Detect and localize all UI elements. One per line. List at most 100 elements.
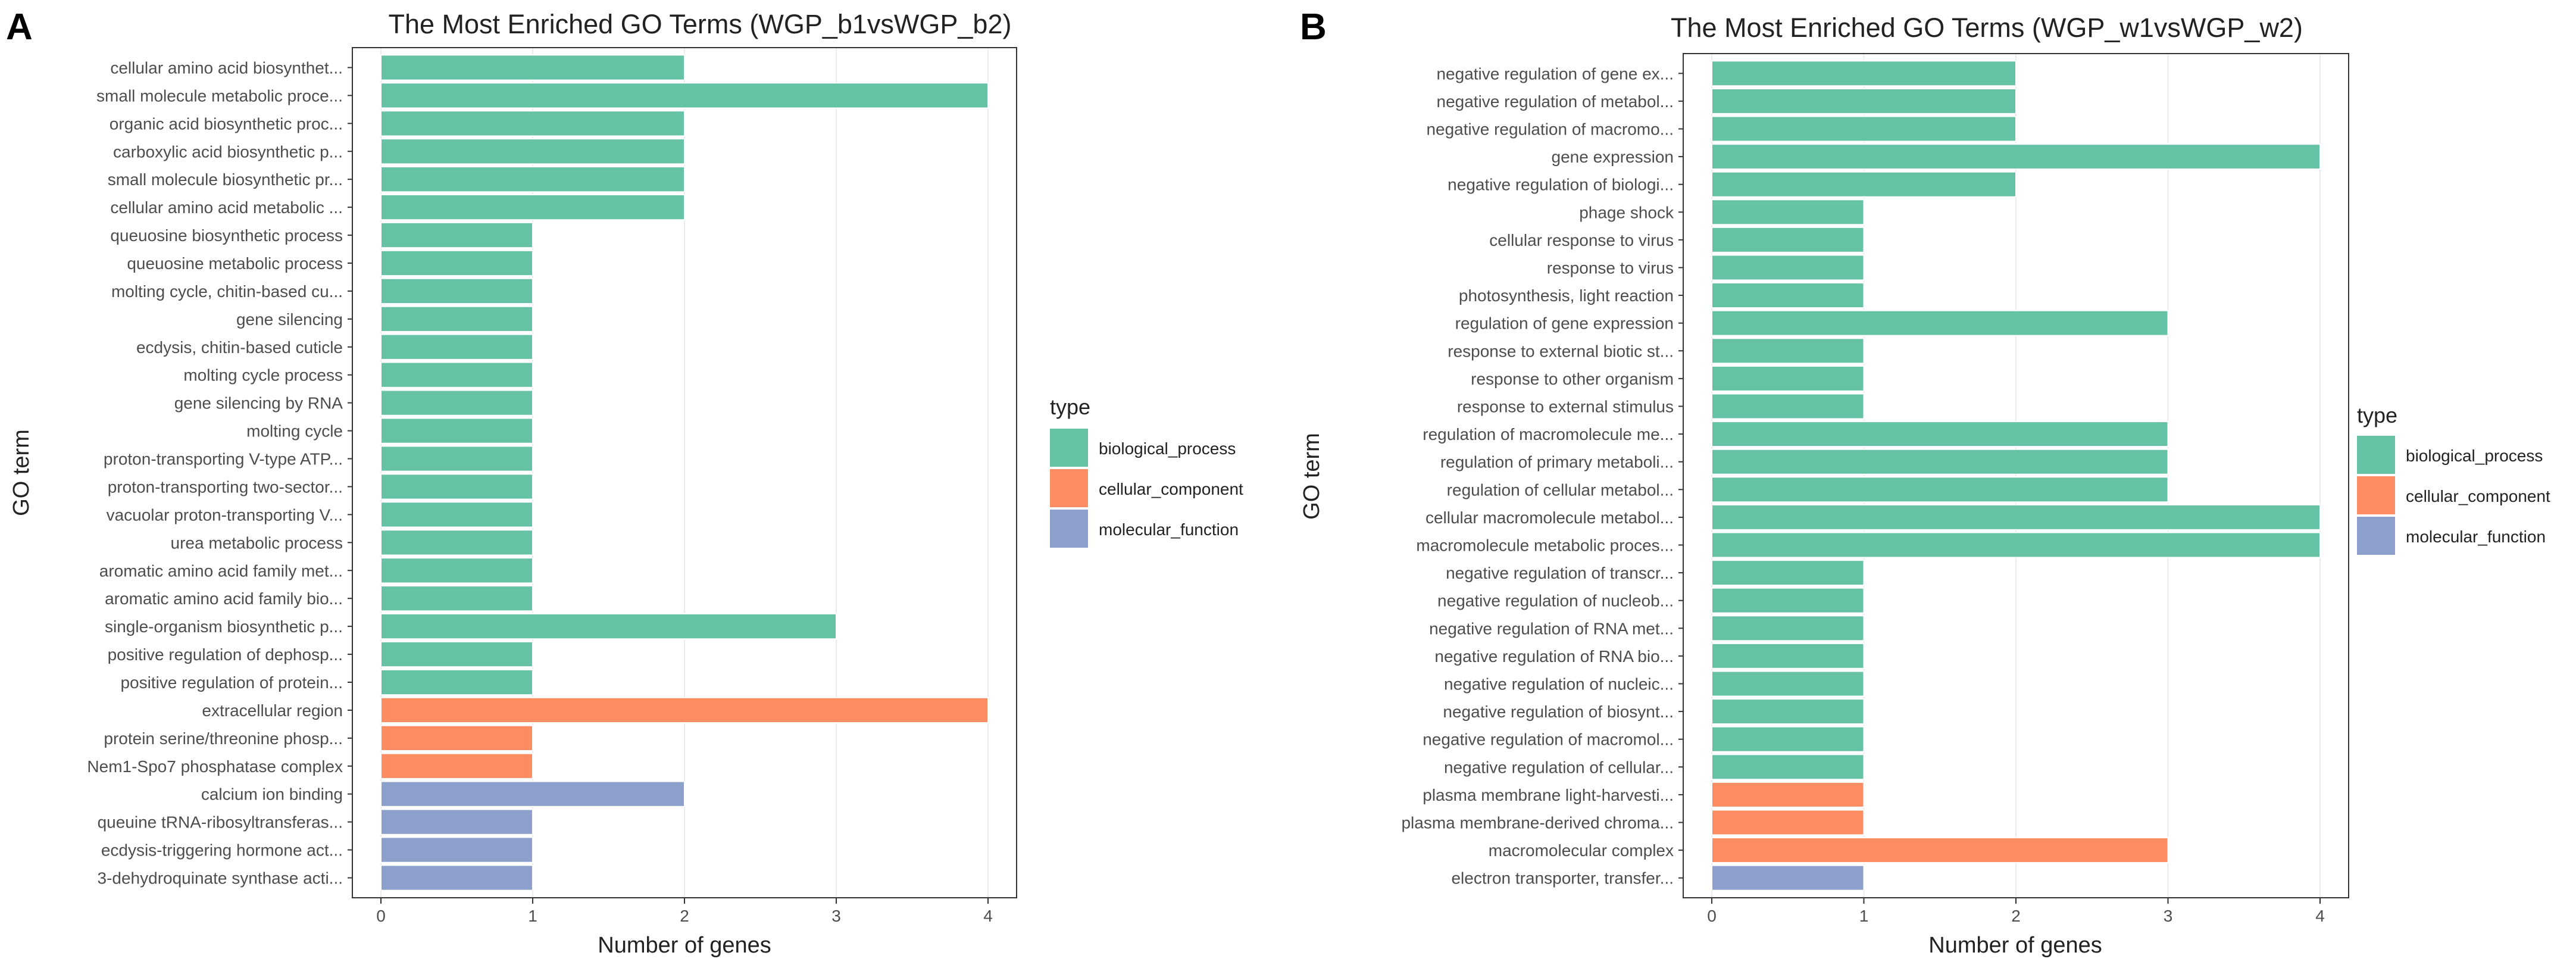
bar-a-22 <box>380 641 533 668</box>
bar-b-28 <box>1711 809 1865 836</box>
y-tick-label-b-5: negative regulation of biologi... <box>1448 176 1674 194</box>
y-tick-label-a-21: single-organism biosynthetic p... <box>105 617 343 636</box>
bar-a-13 <box>380 389 533 416</box>
y-tick-label-a-5: small molecule biosynthetic pr... <box>108 170 343 189</box>
y-tick-label-a-19: aromatic amino acid family met... <box>99 561 343 580</box>
chart-title-b: The Most Enriched GO Terms (WGP_w1vsWGP_… <box>1671 13 2303 43</box>
x-tick-label-b-2: 2 <box>2011 907 2021 925</box>
y-tick-label-a-7: queuosine biosynthetic process <box>110 226 343 245</box>
y-tick-label-b-10: regulation of gene expression <box>1455 314 1674 333</box>
bar-a-28 <box>380 808 533 835</box>
bar-b-8 <box>1711 254 1865 281</box>
bar-a-26 <box>380 752 533 779</box>
bar-b-4 <box>1711 143 2321 170</box>
y-tick-label-a-27: calcium ion binding <box>201 785 343 804</box>
bar-b-20 <box>1711 587 1865 614</box>
bar-a-18 <box>380 529 533 556</box>
chart-panel-a: A The Most Enriched GO Terms (WGP_b1vsWG… <box>6 7 1243 958</box>
x-tick-label-a-2: 2 <box>680 907 689 925</box>
chart-title-a: The Most Enriched GO Terms (WGP_b1vsWGP_… <box>389 9 1012 39</box>
bar-b-26 <box>1711 754 1865 780</box>
chart-panel-b: B The Most Enriched GO Terms (WGP_w1vsWG… <box>1288 0 2576 968</box>
y-tick-label-b-23: negative regulation of nucleic... <box>1444 675 1674 694</box>
legend-b: type biological_process cellular_compone… <box>2357 403 2550 555</box>
y-tick-label-a-16: proton-transporting two-sector... <box>108 477 343 496</box>
y-tick-label-a-11: ecdysis, chitin-based cuticle <box>136 338 343 357</box>
y-tick-label-b-3: negative regulation of macromo... <box>1426 120 1674 139</box>
y-tick-label-a-26: Nem1-Spo7 phosphatase complex <box>87 757 343 776</box>
bar-b-7 <box>1711 226 1865 253</box>
bar-b-9 <box>1711 282 1865 309</box>
legend-swatch-a-cellular-component <box>1050 469 1088 507</box>
bar-a-11 <box>380 333 533 360</box>
y-tick-label-a-12: molting cycle process <box>183 366 343 385</box>
y-tick-label-b-2: negative regulation of metabol... <box>1437 92 1674 111</box>
y-tick-label-a-8: queuosine metabolic process <box>127 254 343 273</box>
legend-swatch-b-biological-process <box>2357 436 2395 474</box>
bar-a-23 <box>380 669 533 696</box>
bar-b-6 <box>1711 199 1865 226</box>
y-tick-label-b-19: negative regulation of transcr... <box>1446 564 1674 582</box>
bar-a-27 <box>380 780 685 807</box>
y-tick-label-a-29: ecdysis-triggering hormone act... <box>101 841 343 860</box>
y-tick-label-a-23: positive regulation of protein... <box>120 673 343 692</box>
x-axis-title-b: Number of genes <box>1928 933 2102 958</box>
bar-b-21 <box>1711 615 1865 642</box>
bar-a-8 <box>380 249 533 277</box>
y-tick-label-a-6: cellular amino acid metabolic ... <box>110 198 343 217</box>
y-tick-label-a-30: 3-dehydroquinate synthase acti... <box>98 869 343 888</box>
bar-b-18 <box>1711 532 2321 558</box>
legend-swatch-b-molecular-function <box>2357 517 2395 555</box>
x-tick-label-a-3: 3 <box>831 907 841 925</box>
x-axis-title-a: Number of genes <box>598 933 771 958</box>
bar-b-30 <box>1711 864 1865 891</box>
bar-b-1 <box>1711 60 2017 87</box>
bar-b-19 <box>1711 560 1865 586</box>
y-tick-label-a-4: carboxylic acid biosynthetic p... <box>113 142 343 161</box>
y-tick-label-a-2: small molecule metabolic proce... <box>96 86 343 105</box>
bars-group-b <box>1711 54 2321 897</box>
x-tick-label-a-1: 1 <box>528 907 537 925</box>
y-tick-label-b-7: cellular response to virus <box>1489 231 1674 249</box>
bar-a-5 <box>380 166 685 193</box>
bar-b-24 <box>1711 698 1865 725</box>
x-tick-label-a-4: 4 <box>983 907 993 925</box>
bar-a-29 <box>380 836 533 863</box>
x-tick-label-b-4: 4 <box>2315 907 2325 925</box>
bar-a-7 <box>380 221 533 249</box>
y-tick-label-b-16: regulation of cellular metabol... <box>1447 480 1674 499</box>
bar-a-25 <box>380 725 533 751</box>
bar-b-14 <box>1711 421 2169 448</box>
bar-b-16 <box>1711 476 2169 503</box>
bar-b-12 <box>1711 365 1865 392</box>
y-tick-label-b-17: cellular macromolecule metabol... <box>1425 508 1674 527</box>
y-tick-label-b-20: negative regulation of nucleob... <box>1437 592 1674 610</box>
y-tick-label-b-12: response to other organism <box>1471 370 1674 388</box>
bar-a-20 <box>380 585 533 612</box>
x-tick-label-b-3: 3 <box>2164 907 2173 925</box>
chart-a-svg: A The Most Enriched GO Terms (WGP_b1vsWG… <box>6 7 1243 958</box>
bar-a-12 <box>380 361 533 388</box>
legend-title-b: type <box>2357 403 2397 427</box>
bar-a-16 <box>380 473 533 500</box>
bar-a-2 <box>380 82 989 109</box>
bar-a-21 <box>380 613 837 640</box>
x-tick-labels-a: 0 1 2 3 4 <box>376 898 993 925</box>
legend-swatch-a-molecular-function <box>1050 510 1088 548</box>
x-tick-labels-b: 0 1 2 3 4 <box>1707 898 2325 925</box>
y-tick-label-b-4: gene expression <box>1552 148 1674 166</box>
bar-a-4 <box>380 138 685 165</box>
y-tick-label-b-18: macromolecule metabolic proces... <box>1416 536 1674 555</box>
bar-a-10 <box>380 305 533 332</box>
bar-a-24 <box>380 697 989 724</box>
bar-a-30 <box>380 864 533 891</box>
y-tick-labels-b: negative regulation of gene ex... negativ… <box>1401 64 1683 888</box>
x-tick-label-b-0: 0 <box>1707 907 1717 925</box>
y-tick-label-b-8: response to virus <box>1547 259 1674 277</box>
y-tick-label-b-6: phage shock <box>1579 203 1674 221</box>
bar-b-13 <box>1711 393 1865 420</box>
y-tick-label-b-30: electron transporter, transfer... <box>1451 869 1674 888</box>
y-tick-label-b-28: plasma membrane-derived chroma... <box>1401 814 1674 832</box>
bar-a-17 <box>380 501 533 528</box>
bar-a-3 <box>380 110 685 137</box>
